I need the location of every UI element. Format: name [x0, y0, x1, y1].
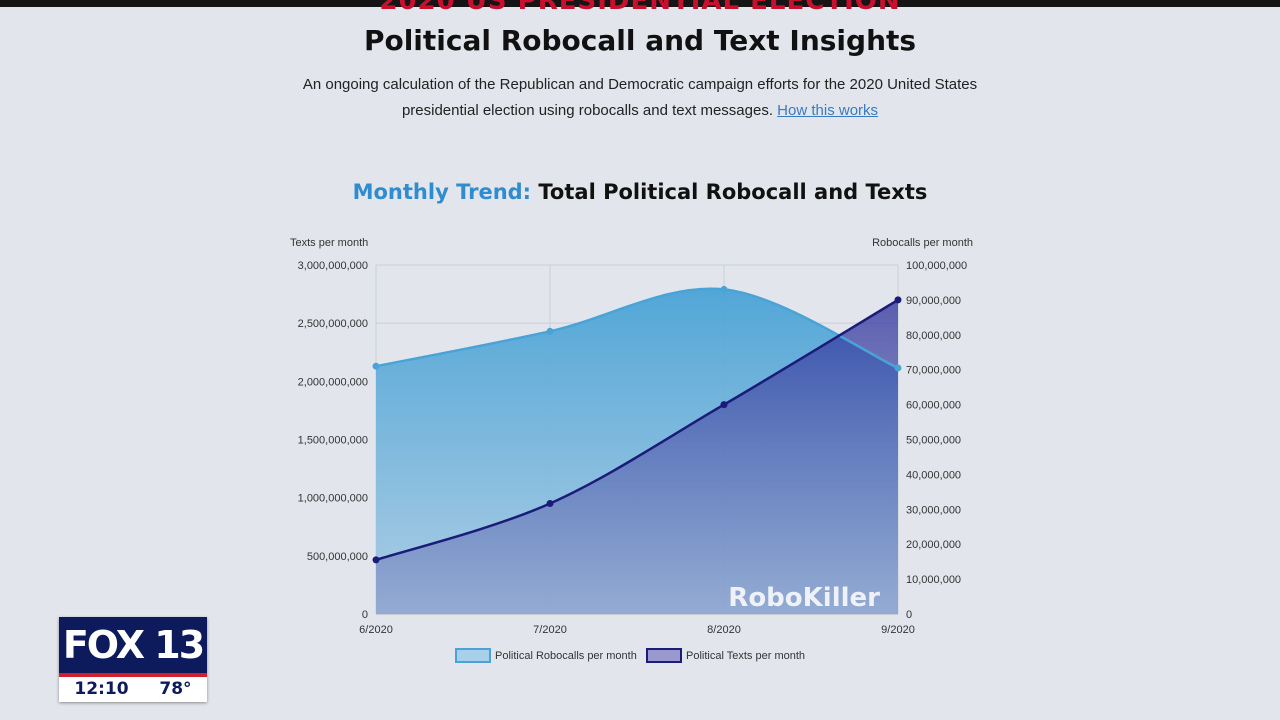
right-tick-label: 70,000,000 — [906, 365, 961, 377]
top-bar — [0, 0, 1280, 7]
right-tick-label: 50,000,000 — [906, 435, 961, 447]
left-tick-label: 1,500,000,000 — [298, 435, 368, 447]
chart-title: Monthly Trend: Total Political Robocall … — [0, 180, 1280, 204]
right-axis-label: Robocalls per month — [872, 237, 973, 249]
right-tick-label: 20,000,000 — [906, 539, 961, 551]
chart-legend: Political Robocalls per month Political … — [455, 648, 805, 663]
left-tick-label: 2,500,000,000 — [298, 318, 368, 330]
robokiller-watermark: RoboKiller — [728, 583, 880, 613]
logo-info-bar: 12:10 78° — [59, 677, 207, 702]
chart-title-lead: Monthly Trend: — [352, 180, 532, 204]
chart-points — [372, 285, 902, 564]
right-tick-label: 90,000,000 — [906, 295, 961, 307]
right-tick-label: 80,000,000 — [906, 330, 961, 342]
left-tick-label: 3,000,000,000 — [298, 260, 368, 272]
how-this-works-link[interactable]: How this works — [777, 102, 879, 119]
x-tick-label: 9/2020 — [881, 624, 915, 636]
election-banner: 2020 US PRESIDENTIAL ELECTION — [379, 0, 901, 16]
area-texts — [376, 299, 898, 614]
legend-swatch-robocalls[interactable] — [455, 648, 491, 663]
legend-label-texts[interactable]: Political Texts per month — [686, 650, 805, 662]
right-tick-label: 100,000,000 — [906, 260, 967, 272]
left-tick-label: 0 — [362, 609, 368, 621]
chart-title-rest: Total Political Robocall and Texts — [538, 180, 928, 204]
right-tick-label: 40,000,000 — [906, 469, 961, 481]
point-texts[interactable] — [372, 556, 380, 564]
line-robocalls — [375, 287, 899, 370]
page-title: Political Robocall and Text Insights — [363, 24, 917, 57]
point-robocalls[interactable] — [372, 362, 380, 370]
x-tick-label: 8/2020 — [707, 624, 741, 636]
point-robocalls[interactable] — [720, 285, 728, 293]
chart-lines — [375, 287, 899, 562]
chart-ticks: 3,000,000,000 2,500,000,000 2,000,000,000 1… — [298, 260, 968, 636]
point-robocalls[interactable] — [546, 327, 554, 335]
logo-stripe — [59, 673, 207, 677]
intro-text: An ongoing calculation of the Republican… — [290, 72, 990, 124]
line-texts — [375, 298, 899, 562]
left-tick-label: 2,000,000,000 — [298, 376, 368, 388]
point-texts[interactable] — [546, 499, 554, 507]
fox13-wordmark: FOX 13 — [59, 617, 207, 673]
chart-areas — [376, 288, 898, 614]
point-robocalls[interactable] — [894, 364, 902, 372]
left-tick-label: 500,000,000 — [307, 551, 368, 563]
broadcast-temperature: 78° — [159, 679, 192, 699]
right-tick-label: 0 — [906, 609, 912, 621]
point-texts[interactable] — [894, 296, 902, 304]
point-texts[interactable] — [720, 401, 728, 409]
right-tick-label: 60,000,000 — [906, 400, 961, 412]
legend-label-robocalls[interactable]: Political Robocalls per month — [495, 650, 637, 662]
right-tick-label: 10,000,000 — [906, 574, 961, 586]
broadcast-time: 12:10 — [74, 679, 129, 699]
x-tick-label: 6/2020 — [359, 624, 393, 636]
left-tick-label: 1,000,000,000 — [298, 493, 368, 505]
intro-body: An ongoing calculation of the Republican… — [302, 76, 978, 119]
legend-swatch-texts[interactable] — [646, 648, 682, 663]
fox13-logo: FOX 13 12:10 78° — [59, 617, 207, 702]
right-tick-label: 30,000,000 — [906, 504, 961, 516]
x-tick-label: 7/2020 — [533, 624, 567, 636]
left-axis-label: Texts per month — [290, 237, 368, 249]
